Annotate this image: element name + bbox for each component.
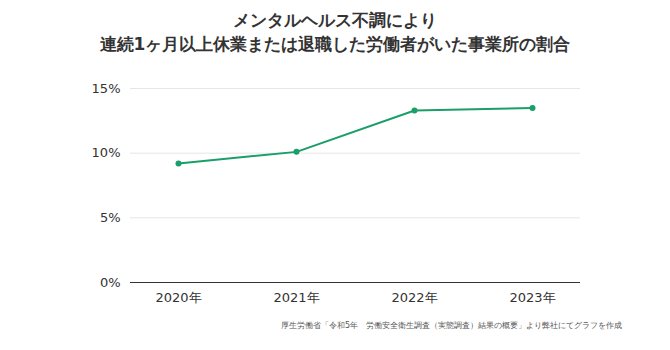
- svg-text:0%: 0%: [100, 275, 121, 290]
- svg-text:2022年: 2022年: [391, 290, 437, 305]
- svg-text:2021年: 2021年: [273, 290, 319, 305]
- svg-text:2020年: 2020年: [155, 290, 201, 305]
- html-text:メンタルヘルス不調により 連続1ヶ月以上休業または退職した労: メンタルヘルス不調により 連続1ヶ月以上休業または退職した労働者がいた事業所の割…: [99, 10, 571, 54]
- svg-text:10%: 10%: [92, 145, 121, 160]
- svg-text:2023年: 2023年: [509, 290, 555, 305]
- html-text:厚生労働省「令和5年 労働安全衛生調査（実態調査）結果の概要: 厚生労働省「令和5年 労働安全衛生調査（実態調査）結果の概要」より弊社にてグラフ…: [280, 321, 622, 330]
- svg-text:5%: 5%: [100, 210, 121, 225]
- svg-text:15%: 15%: [92, 81, 121, 96]
